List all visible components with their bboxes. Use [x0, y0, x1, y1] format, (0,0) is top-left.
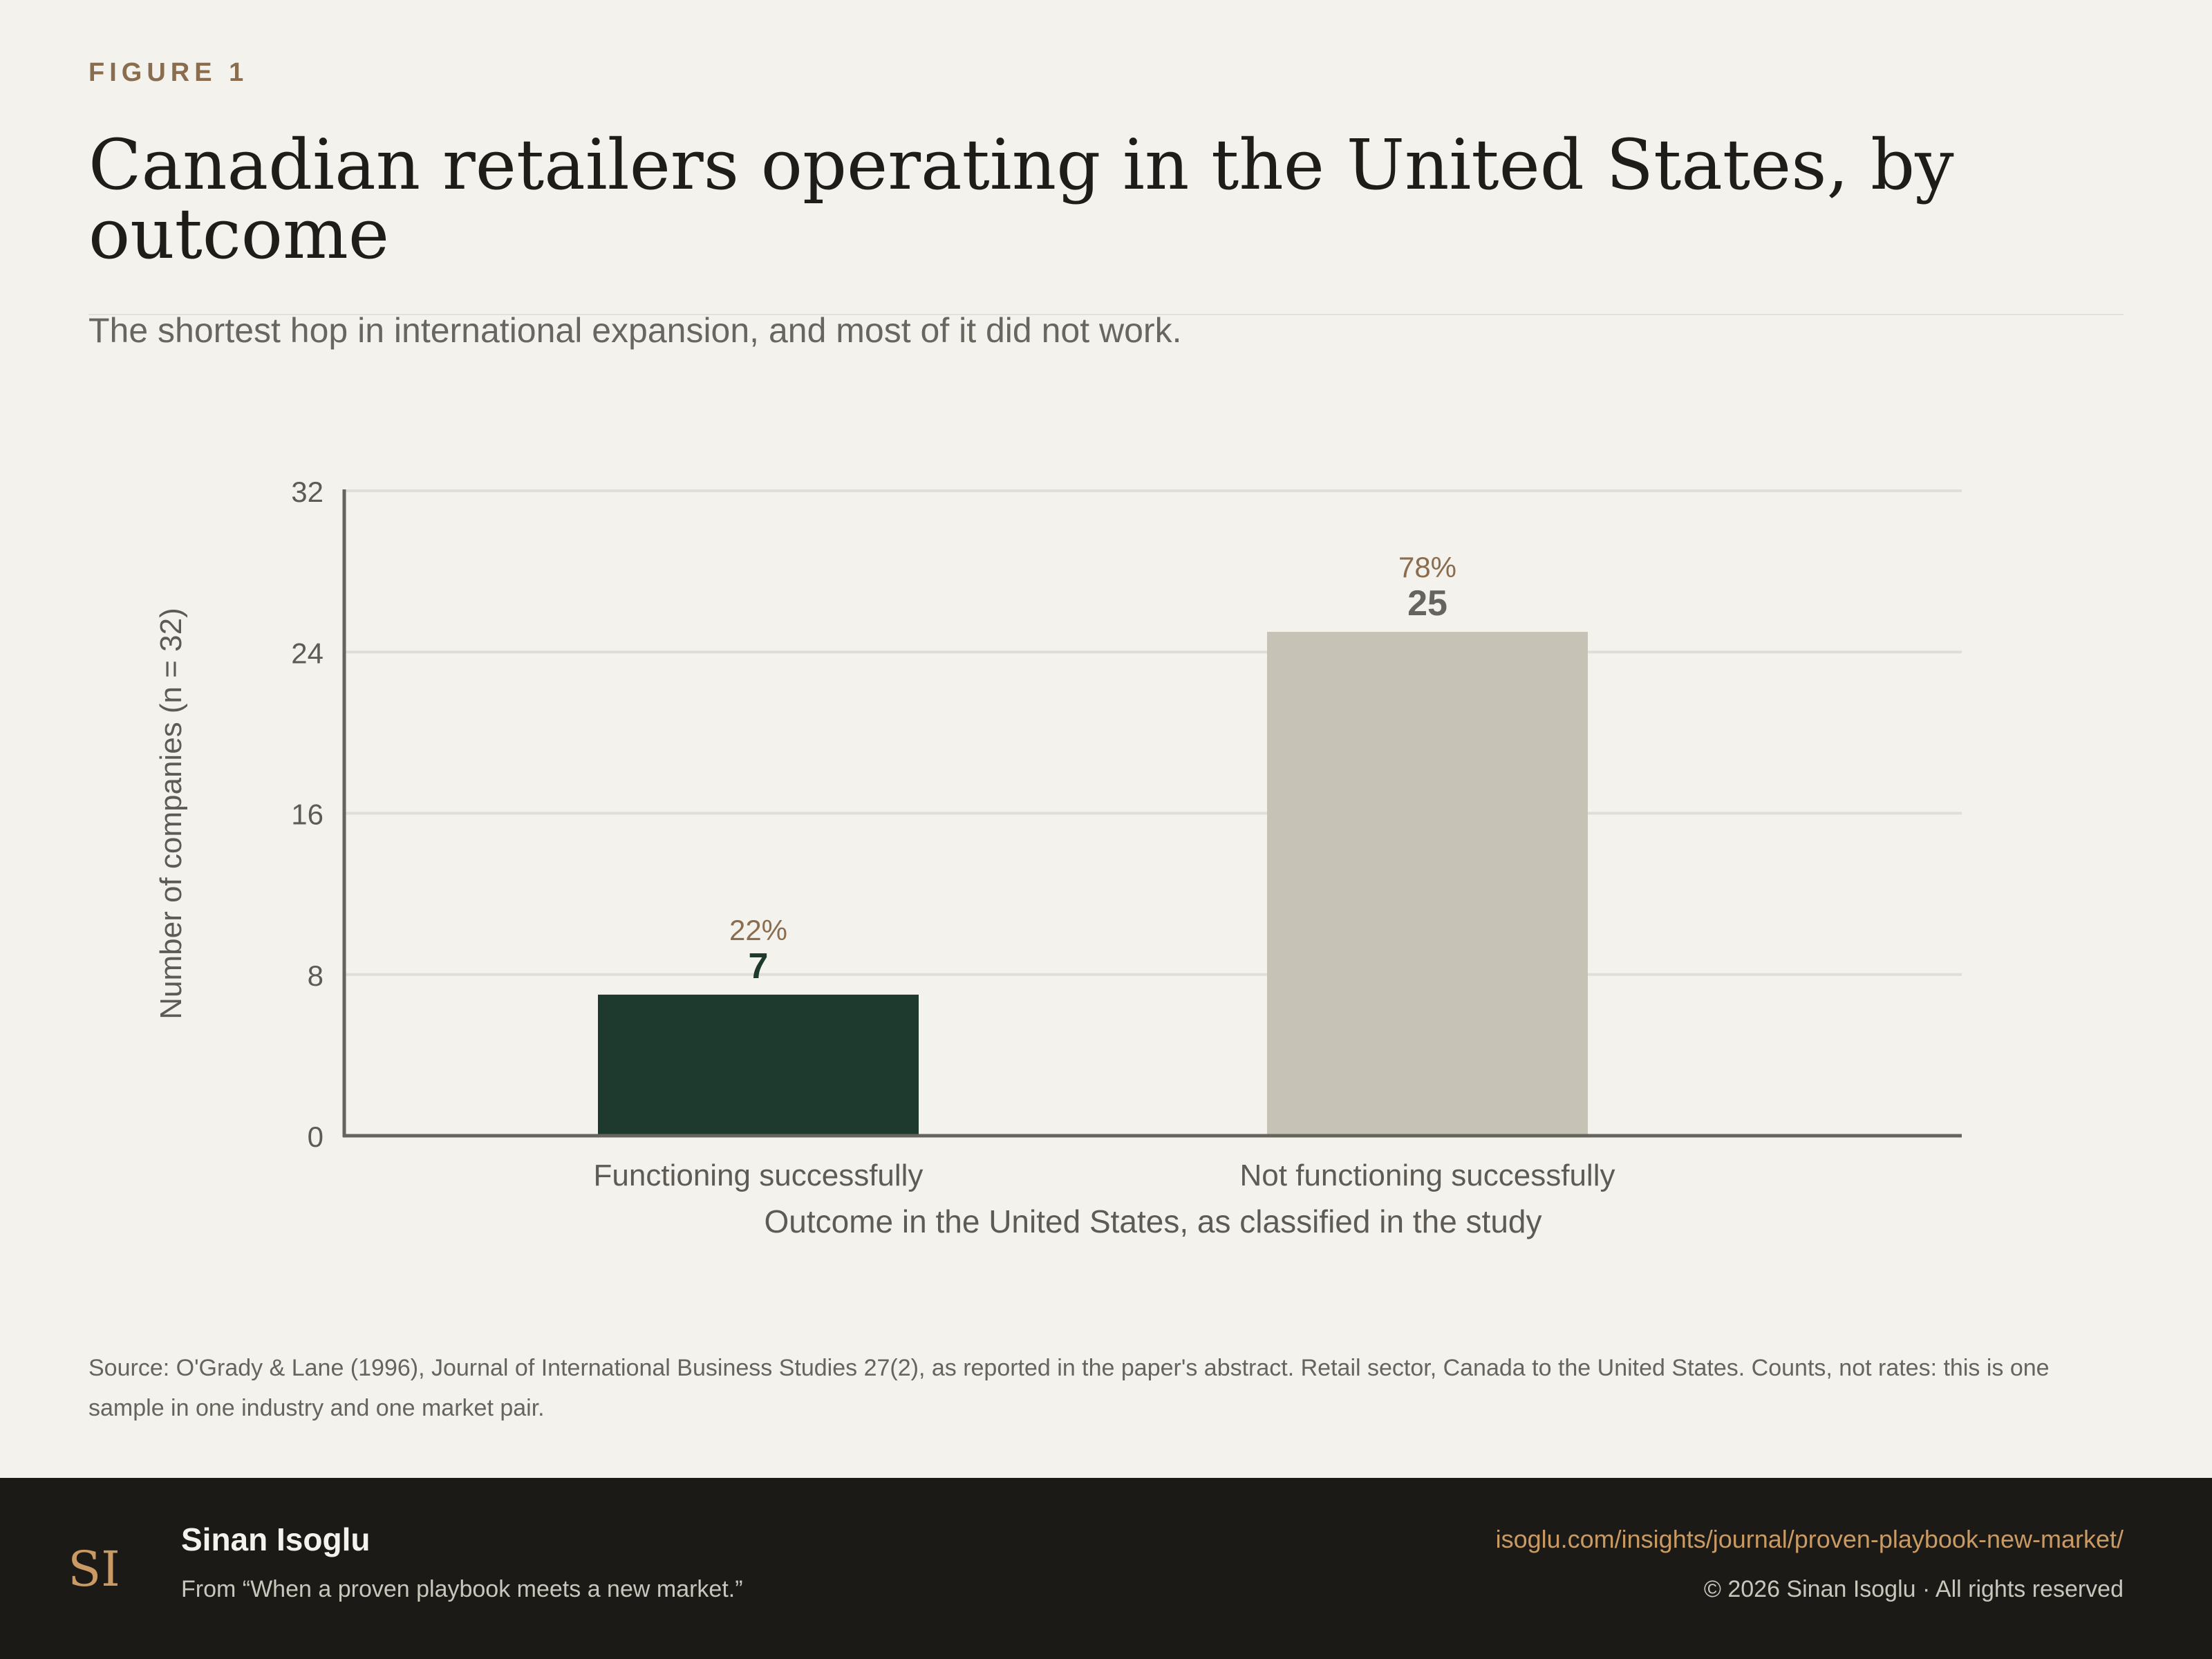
- page-subtitle: The shortest hop in international expans…: [88, 311, 1182, 350]
- y-axis-title: Number of companies (n = 32): [154, 608, 188, 1020]
- bar-chart: 0 8 16 24 32 22%7 Functioning successfully 78%2…: [154, 476, 1962, 1239]
- x-axis-title: Outcome in the United States, as classif…: [764, 1203, 1541, 1239]
- y-tick-label: 0: [308, 1121, 324, 1153]
- header-divider: [88, 314, 2124, 315]
- y-tick-label: 24: [291, 637, 324, 669]
- source-note: Source: O'Grady & Lane (1996), Journal o…: [88, 1355, 2050, 1421]
- y-tick-label: 8: [308, 959, 324, 992]
- bar: [598, 994, 919, 1136]
- bar-value-label: 7: [749, 946, 769, 986]
- bar-percent-label: 22%: [729, 914, 787, 946]
- bar-percent-label: 78%: [1398, 551, 1456, 583]
- svg-text:SI: SI: [68, 1541, 120, 1597]
- figure-header: FIGURE 1 Canadian retailers operating in…: [88, 58, 2124, 350]
- bar-value-label: 25: [1407, 583, 1447, 624]
- figure-label: FIGURE 1: [88, 58, 249, 87]
- author-logo-icon: SI: [68, 1541, 120, 1597]
- author-name: Sinan Isoglu: [181, 1521, 371, 1557]
- x-tick-label: Not functioning successfully: [1240, 1159, 1615, 1192]
- article-link[interactable]: isoglu.com/insights/journal/proven-playb…: [1495, 1525, 2124, 1553]
- y-tick-label: 32: [291, 476, 324, 508]
- copyright-notice: © 2026 Sinan Isoglu · All rights reserve…: [1703, 1576, 2124, 1602]
- x-tick-label: Functioning successfully: [594, 1159, 924, 1192]
- article-reference: From “When a proven playbook meets a new…: [181, 1576, 743, 1602]
- y-tick-label: 16: [291, 798, 324, 831]
- page-title: Canadian retailers operating in the Unit…: [88, 124, 1954, 274]
- footer: SI Sinan Isoglu From “When a proven play…: [0, 1478, 2212, 1659]
- bar: [1267, 632, 1588, 1136]
